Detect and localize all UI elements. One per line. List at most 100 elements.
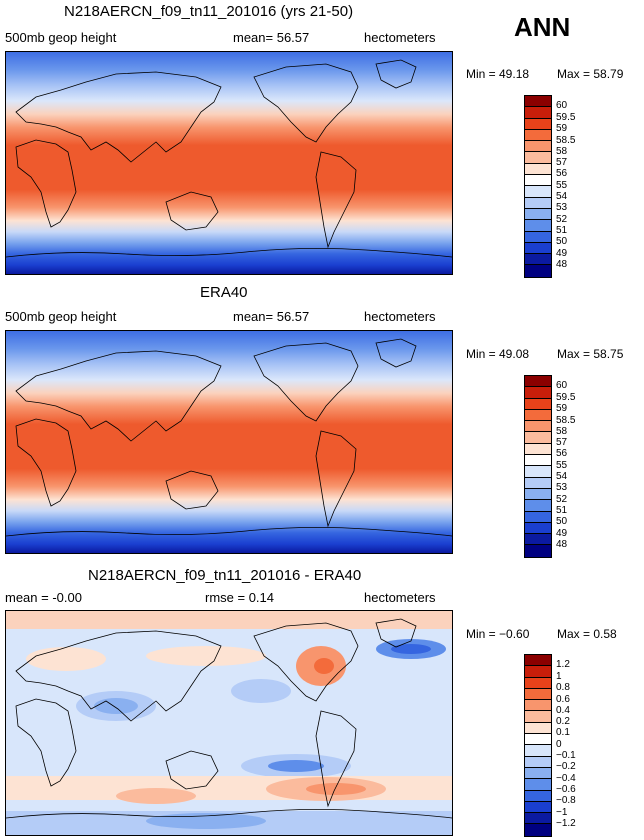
colorbar-level-label: 55 (556, 180, 568, 191)
colorbar-swatch (525, 376, 551, 388)
colorbar-level-label: −1 (556, 807, 568, 818)
colorbar-swatch (525, 466, 551, 478)
colorbar-level-label: 50 (556, 236, 568, 247)
panel1-coastlines (6, 59, 452, 258)
panel2-min-label: Min = 49.08 (466, 347, 530, 361)
colorbar-swatch (525, 186, 551, 198)
panel2-australia (165, 470, 219, 510)
colorbar-level-label: 48 (556, 539, 568, 550)
panel3-antarctica (6, 809, 452, 819)
panel2-south-america (315, 430, 357, 528)
colorbar-level-label: 57 (556, 157, 568, 168)
colorbar-level-label: 59.5 (556, 112, 576, 123)
panel3-africa (15, 698, 77, 787)
panel1-antarctica (6, 248, 452, 258)
colorbar-swatch (525, 118, 551, 130)
colorbar-level-label: 49 (556, 248, 568, 259)
colorbar-level-label: 0.4 (556, 705, 570, 716)
colorbar-swatch (525, 722, 551, 735)
colorbar-swatch (525, 254, 551, 266)
colorbar-level-label: −0.8 (556, 795, 576, 806)
panel3-title: N218AERCN_f09_tn11_201016 - ERA40 (88, 567, 362, 584)
colorbar-swatch (525, 813, 551, 825)
panel3-map (5, 610, 453, 836)
panel1-eurasia (15, 71, 222, 163)
panel3-greenland (375, 618, 417, 648)
colorbar-swatch (525, 767, 551, 780)
colorbar-swatch (525, 175, 551, 187)
panel2-mean-label: mean= 56.57 (233, 309, 310, 324)
panel1-mean-label: mean= 56.57 (233, 30, 310, 45)
colorbar-swatch (525, 197, 551, 209)
colorbar-level-label: 0.2 (556, 716, 570, 727)
colorbar-level-label: 59 (556, 403, 568, 414)
panel3-colorbar (524, 654, 552, 837)
panel2-colorbar (524, 375, 552, 558)
panel1-greenland (375, 59, 417, 89)
panel1-africa (15, 139, 77, 228)
season-label: ANN (514, 12, 571, 42)
colorbar-level-label: 58 (556, 146, 568, 157)
colorbar-level-label: 51 (556, 505, 568, 516)
panel1-title: N218AERCN_f09_tn11_201016 (yrs 21-50) (64, 3, 354, 20)
colorbar-level-label: 0.8 (556, 682, 570, 693)
panel3-rmse-label: rmse = 0.14 (205, 590, 275, 605)
panel3-north-america (253, 622, 359, 702)
panel2-units-label: hectometers (364, 309, 436, 324)
colorbar-level-label: 49 (556, 528, 568, 539)
colorbar-swatch (525, 534, 551, 546)
colorbar-swatch (525, 107, 551, 119)
colorbar-swatch (525, 522, 551, 535)
colorbar-swatch (525, 265, 551, 277)
colorbar-level-label: 60 (556, 380, 568, 391)
colorbar-level-label: −0.6 (556, 784, 576, 795)
panel1-north-america (253, 63, 359, 143)
colorbar-swatch (525, 790, 551, 802)
colorbar-level-label: 52 (556, 494, 568, 505)
panel2-antarctica (6, 527, 452, 537)
colorbar-level-label: 51 (556, 225, 568, 236)
colorbar-level-label: 48 (556, 259, 568, 270)
colorbar-swatch (525, 824, 551, 836)
colorbar-swatch (525, 655, 551, 667)
colorbar-swatch (525, 511, 551, 523)
colorbar-swatch (525, 666, 551, 678)
colorbar-swatch (525, 455, 551, 467)
colorbar-swatch (525, 477, 551, 489)
panel3-max-label: Max = 0.58 (557, 627, 617, 641)
colorbar-level-label: 60 (556, 100, 568, 111)
colorbar-level-label: 58 (556, 426, 568, 437)
colorbar-level-label: 0 (556, 739, 562, 750)
colorbar-swatch (525, 711, 551, 723)
colorbar-level-label: −1.2 (556, 818, 576, 829)
colorbar-level-label: 56 (556, 448, 568, 459)
panel1-field (6, 52, 452, 274)
colorbar-swatch (525, 231, 551, 243)
panel3-mean-label: mean = -0.00 (5, 590, 82, 605)
panel1-max-label: Max = 58.79 (557, 67, 624, 81)
panel3-units-label: hectometers (364, 590, 436, 605)
panel2-africa (15, 418, 77, 507)
colorbar-level-label: 53 (556, 202, 568, 213)
colorbar-swatch (525, 387, 551, 399)
colorbar-level-label: 58.5 (556, 135, 576, 146)
colorbar-level-label: 54 (556, 191, 568, 202)
colorbar-level-label: 59.5 (556, 392, 576, 403)
panel2-eurasia (15, 350, 222, 442)
panel2-greenland (375, 338, 417, 368)
panel2-field (6, 331, 452, 553)
colorbar-swatch (525, 409, 551, 422)
colorbar-swatch (525, 545, 551, 557)
colorbar-swatch (525, 734, 551, 746)
colorbar-swatch (525, 779, 551, 791)
colorbar-level-label: 57 (556, 437, 568, 448)
colorbar-swatch (525, 700, 551, 712)
panel2-map (5, 330, 453, 554)
panel1-map (5, 51, 453, 275)
panel1-colorbar (524, 95, 552, 278)
colorbar-swatch (525, 421, 551, 433)
panel3-eurasia (15, 630, 222, 722)
colorbar-level-label: −0.2 (556, 761, 576, 772)
colorbar-swatch (525, 242, 551, 255)
panel1-units-label: hectometers (364, 30, 436, 45)
